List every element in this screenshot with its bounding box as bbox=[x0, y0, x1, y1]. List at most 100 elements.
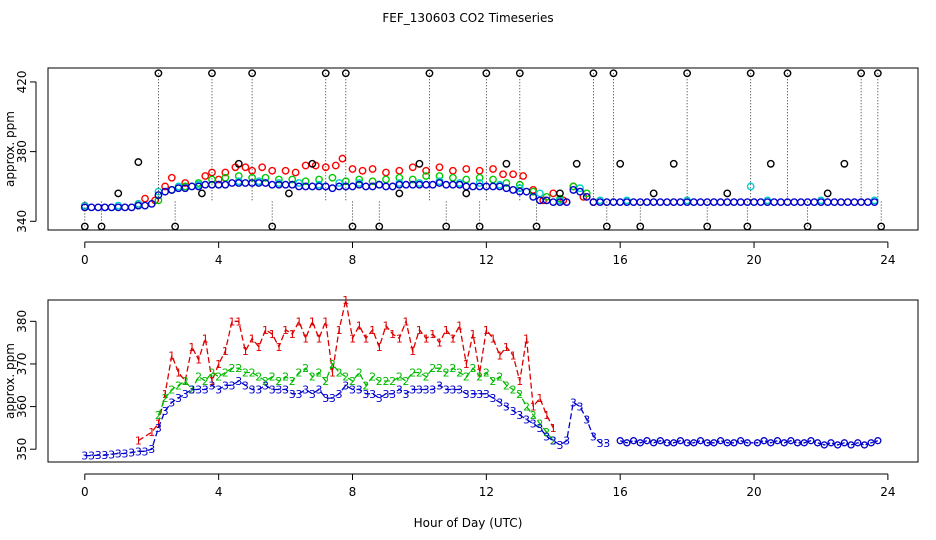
data-point-label: 2 bbox=[322, 375, 329, 388]
data-point bbox=[840, 439, 849, 447]
data-point-label: 1 bbox=[336, 324, 343, 337]
data-point bbox=[331, 161, 340, 170]
data-point bbox=[860, 441, 869, 449]
data-point-label: 2 bbox=[249, 366, 256, 379]
data-point-label: 3 bbox=[175, 392, 182, 405]
data-point-label: 1 bbox=[389, 328, 396, 341]
data-point bbox=[187, 182, 196, 191]
data-point bbox=[522, 187, 531, 196]
data-point bbox=[107, 203, 116, 212]
data-point bbox=[121, 203, 129, 212]
data-point-label: 1 bbox=[463, 358, 470, 371]
x-tick-label: 8 bbox=[349, 253, 357, 267]
data-point bbox=[348, 182, 357, 191]
data-point-label: 1 bbox=[416, 324, 423, 337]
data-point bbox=[663, 439, 671, 447]
data-point-label: 2 bbox=[162, 392, 169, 405]
data-point bbox=[94, 203, 103, 212]
data-point bbox=[268, 180, 277, 189]
data-point bbox=[716, 198, 725, 207]
data-point bbox=[629, 437, 638, 445]
data-point-label: 3 bbox=[115, 447, 122, 460]
data-point bbox=[776, 198, 785, 207]
data-point-label: 1 bbox=[423, 332, 430, 345]
data-point bbox=[355, 180, 364, 189]
data-point bbox=[348, 222, 357, 231]
data-point bbox=[827, 439, 835, 447]
data-point-label: 2 bbox=[496, 371, 503, 384]
data-point bbox=[857, 69, 866, 78]
data-point-label: 2 bbox=[443, 366, 450, 379]
data-point bbox=[572, 159, 581, 168]
data-point bbox=[462, 189, 471, 198]
y-tick-label: 380 bbox=[15, 310, 29, 333]
data-point-label: 2 bbox=[302, 362, 309, 375]
data-point-label: 1 bbox=[316, 332, 323, 345]
data-point-label: 3 bbox=[382, 388, 389, 401]
data-point bbox=[482, 69, 491, 78]
data-point-label: 3 bbox=[101, 449, 108, 462]
data-point bbox=[683, 439, 691, 447]
data-point bbox=[422, 180, 431, 189]
data-point bbox=[867, 439, 875, 447]
data-point bbox=[291, 168, 300, 177]
data-point-label: 1 bbox=[409, 345, 416, 358]
data-point bbox=[549, 189, 558, 198]
data-point-label: 1 bbox=[510, 349, 517, 362]
data-point-label: 2 bbox=[449, 362, 456, 375]
data-point bbox=[338, 154, 347, 163]
data-point-label: 2 bbox=[342, 371, 349, 384]
data-point-label: 3 bbox=[108, 448, 115, 461]
data-point bbox=[669, 198, 678, 207]
data-point bbox=[502, 159, 511, 168]
data-point-label: 3 bbox=[269, 384, 276, 397]
data-point-label: 3 bbox=[229, 379, 236, 392]
data-point-label: 3 bbox=[530, 418, 537, 431]
data-point bbox=[462, 175, 471, 184]
data-point-label: 3 bbox=[483, 388, 490, 401]
data-point-label: 1 bbox=[382, 320, 389, 333]
data-point-label: 2 bbox=[235, 362, 242, 375]
data-point-label: 3 bbox=[409, 384, 416, 397]
data-point bbox=[228, 179, 236, 187]
data-point-label: 2 bbox=[255, 371, 262, 384]
data-point-label: 3 bbox=[503, 401, 510, 414]
data-point-label: 2 bbox=[403, 375, 410, 388]
data-point bbox=[854, 439, 862, 447]
data-point bbox=[395, 166, 404, 175]
data-point-label: 2 bbox=[490, 375, 497, 388]
data-point bbox=[167, 186, 176, 194]
data-point bbox=[368, 177, 377, 186]
data-point bbox=[154, 69, 163, 78]
data-point-label: 3 bbox=[215, 384, 222, 397]
x-tick-label: 0 bbox=[81, 253, 89, 267]
data-point-label: 2 bbox=[429, 362, 436, 375]
data-point bbox=[696, 437, 705, 445]
data-point bbox=[562, 198, 571, 207]
data-point-label: 1 bbox=[269, 328, 276, 341]
data-point-label: 3 bbox=[456, 384, 463, 397]
bottom-y-axis: 350 360 370 380 bbox=[15, 310, 37, 461]
data-point bbox=[408, 163, 417, 172]
bottom-x-axis: 0 4 8 12 16 20 24 bbox=[81, 473, 896, 499]
data-point bbox=[877, 222, 886, 231]
data-point bbox=[295, 179, 303, 187]
data-point bbox=[221, 180, 230, 189]
data-point-label: 1 bbox=[356, 320, 363, 333]
data-point bbox=[576, 187, 584, 196]
data-point bbox=[730, 439, 738, 447]
data-point bbox=[375, 222, 384, 231]
data-point bbox=[375, 180, 384, 189]
data-point bbox=[208, 69, 216, 78]
data-point bbox=[489, 175, 497, 184]
x-tick-label: 20 bbox=[746, 253, 761, 267]
data-point bbox=[703, 439, 711, 447]
top-plot-frame bbox=[47, 67, 919, 231]
data-point-label: 3 bbox=[429, 384, 436, 397]
data-point bbox=[274, 175, 283, 184]
data-point bbox=[710, 439, 718, 447]
data-point-label: 3 bbox=[255, 384, 262, 397]
data-point bbox=[495, 182, 504, 191]
